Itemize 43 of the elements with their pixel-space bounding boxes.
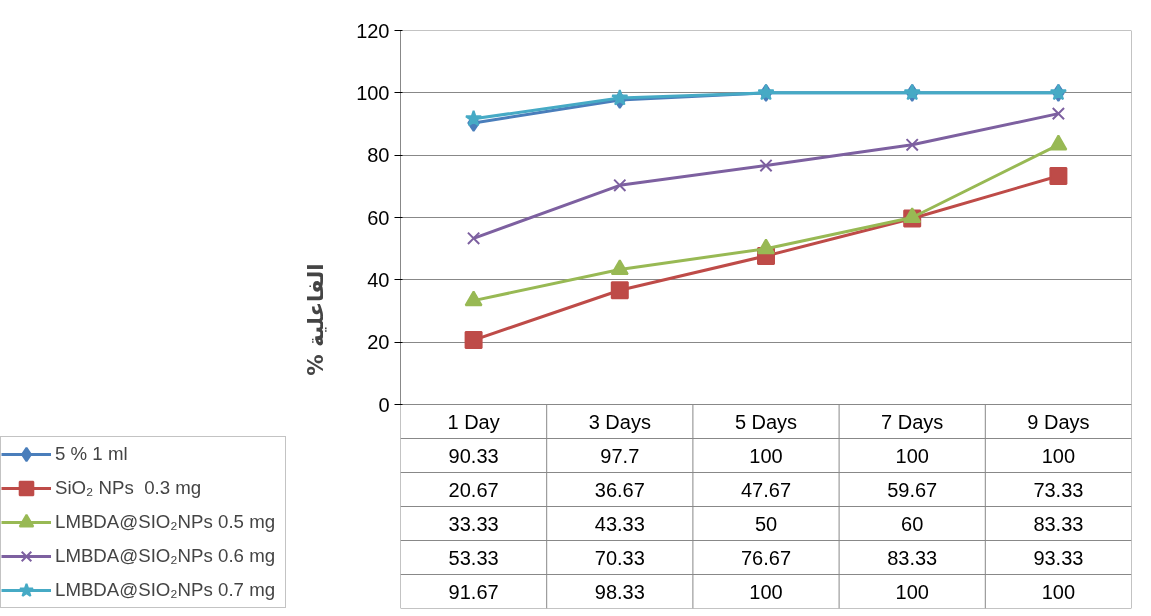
data-label: 100 [895, 444, 929, 467]
data-label: 93.33 [1033, 546, 1084, 569]
data-label: 20.67 [448, 478, 499, 501]
x-tick-label: 1 Day [447, 410, 500, 433]
data-label: 50 [754, 512, 778, 535]
data-label: 100 [895, 580, 929, 603]
x-tick-label: 7 Days [881, 410, 944, 433]
legend-label: LMBDA@SIO₂NPs 0.7 mg [55, 578, 277, 602]
y-tick-label: 20 [367, 331, 390, 354]
data-label: 97.7 [600, 444, 640, 467]
data-label: 43.33 [594, 512, 645, 535]
data-label: 83.33 [887, 546, 938, 569]
data-label: 59.67 [887, 478, 938, 501]
y-tick-label: 80 [367, 144, 390, 167]
legend-label: 5 % 1 ml [55, 442, 129, 466]
data-label: 91.67 [448, 580, 499, 603]
data-label: 47.67 [740, 478, 792, 501]
y-axis-title: % الفاعلية [303, 263, 329, 376]
y-tick-label: 0 [378, 393, 390, 416]
y-tick-label: 40 [367, 268, 390, 291]
data-label: 73.33 [1033, 478, 1084, 501]
x-tick-label: 9 Days [1027, 410, 1090, 433]
legend-label: LMBDA@SIO₂NPs 0.5 mg [55, 510, 277, 534]
legend-label: SiO₂ NPs 0.3 mg [55, 476, 203, 500]
data-label: 100 [1041, 444, 1076, 467]
x-tick-label: 3 Days [588, 410, 651, 433]
data-label: 33.33 [448, 512, 499, 535]
data-label: 83.33 [1033, 512, 1084, 535]
data-label: 53.33 [448, 546, 499, 569]
data-label: 60 [901, 512, 924, 535]
x-tick-label: 5 Days [734, 410, 798, 433]
data-label: 90.33 [448, 444, 499, 467]
data-label: 100 [1041, 580, 1076, 603]
data-label: 36.67 [594, 478, 645, 501]
data-label: 100 [749, 580, 783, 603]
data-label: 100 [749, 444, 783, 467]
data-label: 98.33 [594, 580, 645, 603]
data-label: 70.33 [594, 546, 645, 569]
legend-label: LMBDA@SIO₂NPs 0.6 mg [55, 544, 277, 568]
y-tick-label: 60 [367, 206, 390, 229]
y-tick-label: 100 [356, 81, 390, 104]
data-label: 76.67 [740, 546, 792, 569]
y-tick-label: 120 [356, 19, 390, 42]
